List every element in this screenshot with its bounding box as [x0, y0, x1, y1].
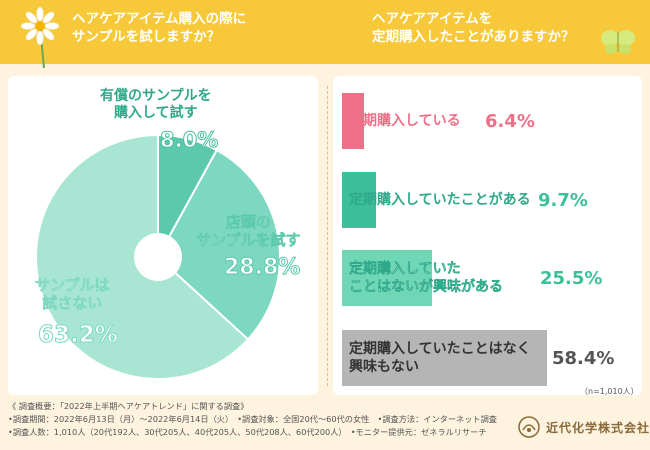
header-banner [0, 0, 650, 64]
panel-divider [327, 86, 328, 386]
sample-size-note: （n=1,010人） [580, 387, 639, 396]
left-question-title: ヘアケアアイテム購入の際に サンプルを試しますか？ [72, 11, 247, 46]
pie-value-no-sample: 63.2% [38, 322, 119, 349]
bar-interested [342, 250, 432, 306]
company-logo: 近代化学株式会社 [518, 416, 650, 438]
bar-label-subscribed: 定期購入している [349, 112, 461, 129]
survey-details-line2: •調査人数：1,010人（20代192人、30代205人、40代205人、50代… [8, 427, 487, 437]
bar-label-not-interested: 定期購入していたことはなく 興味もない [349, 340, 531, 375]
bar-label-previously-subscribed: 定期購入していたことがある [349, 191, 531, 208]
right-question-title: ヘアケアアイテムを 定期購入したことがありますか？ [372, 11, 575, 46]
pie-center-hole [134, 233, 182, 281]
company-name: 近代化学株式会社 [546, 420, 650, 435]
bar-previously-subscribed [342, 172, 376, 228]
pie-label-no-sample: サンプルは 試さない [35, 276, 110, 313]
bar-not-interested [342, 330, 547, 386]
bar-value-not-interested: 58.4% [552, 347, 615, 369]
bar-value-subscribed: 6.4% [485, 110, 535, 132]
company-emblem-icon [518, 416, 540, 438]
pie-label-store-sample: 店頭の サンプルを試す [196, 213, 301, 250]
pie-label-paid-sample: 有償のサンプルを 購入して試す [100, 88, 212, 121]
bar-value-interested: 25.5% [540, 267, 603, 289]
bar-value-previously-subscribed: 9.7% [538, 189, 588, 211]
bar-subscribed [342, 93, 364, 149]
butterfly-icon [601, 30, 635, 54]
bar-label-interested: 定期購入していた ことはないが興味がある [349, 260, 503, 296]
pie-value-paid-sample: 8.0% [159, 127, 219, 152]
daisy-icon [20, 6, 60, 69]
survey-details-line1: •調査期間：2022年6月13日（月）〜2022年6月14日（火） •調査対象：… [8, 414, 497, 424]
pie-slice-store-sample [156, 148, 281, 341]
pie-value-store-sample: 28.8% [223, 254, 301, 280]
survey-title: 《 調査概要：「2022年上半期ヘアケアトレンド」に関する調査》 [8, 401, 249, 411]
